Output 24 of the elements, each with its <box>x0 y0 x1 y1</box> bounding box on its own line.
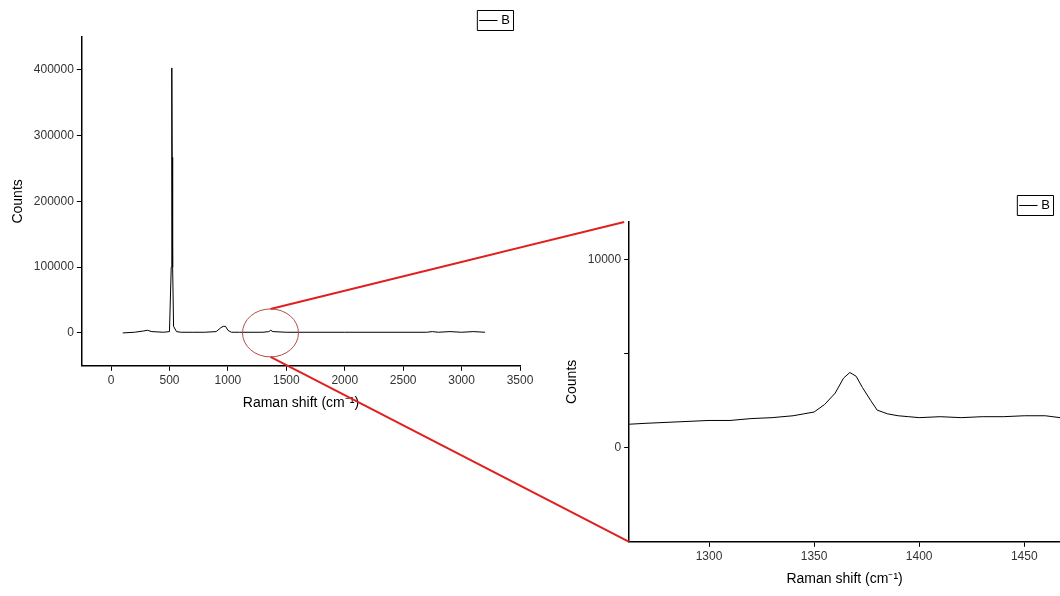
x-axis-title: Raman shift (cm⁻¹) <box>242 394 360 411</box>
x-axis-title: Raman shift (cm⁻¹) <box>786 570 903 587</box>
x-tick-label: 500 <box>159 373 180 388</box>
x-tick-label: 1500 <box>272 373 300 388</box>
x-tick-label: 1350 <box>800 549 828 564</box>
y-tick-label: 400000 <box>33 62 75 77</box>
y-axis-title: Counts <box>9 179 26 224</box>
y-tick-label: 100000 <box>33 259 75 274</box>
y-tick-label: 0 <box>67 325 75 340</box>
y-axis-title: Counts <box>563 359 580 405</box>
x-tick-label: 1400 <box>905 549 933 564</box>
y-tick-label: 10000 <box>587 251 622 266</box>
x-tick-label: 3500 <box>506 373 534 388</box>
x-tick-label: 1300 <box>695 549 723 564</box>
legend-label: B <box>1041 197 1050 213</box>
y-tick-label: 200000 <box>33 193 75 208</box>
x-tick-label: 1000 <box>214 373 242 388</box>
y-tick-label: 300000 <box>33 127 75 142</box>
x-tick-label: 1450 <box>1010 549 1038 564</box>
x-tick-label: 2000 <box>331 373 359 388</box>
legend-label: B <box>501 12 510 28</box>
x-tick-label: 0 <box>107 373 115 388</box>
x-tick-label: 3000 <box>448 373 476 388</box>
x-tick-label: 2500 <box>389 373 417 388</box>
